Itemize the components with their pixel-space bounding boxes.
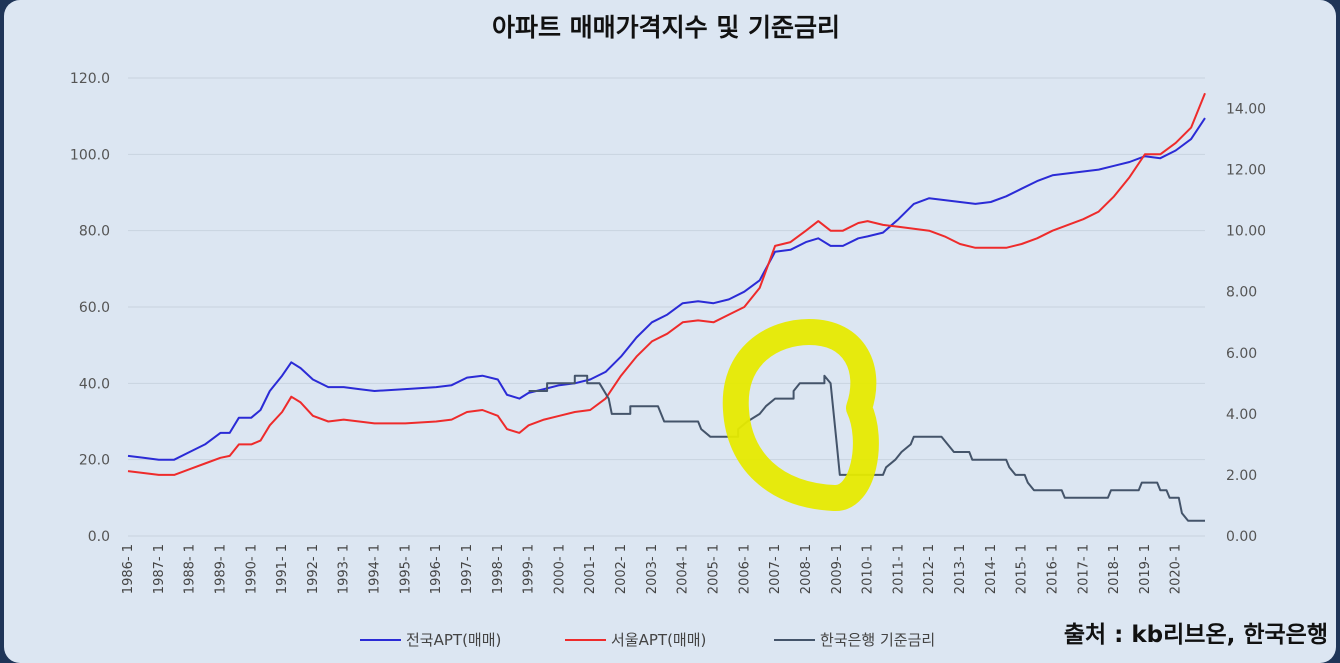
- x-tick-label: 1987- 1: [152, 544, 167, 594]
- x-tick-label: 2015- 1: [1015, 544, 1030, 594]
- gridlines: [128, 77, 1205, 537]
- x-tick-label: 1986- 1: [121, 544, 136, 594]
- highlight-layer: [722, 319, 879, 511]
- series-national: [127, 117, 1206, 461]
- x-tick-label: 1989- 1: [213, 544, 228, 594]
- x-tick-label: 2019- 1: [1138, 544, 1153, 594]
- x-tick-label: 2012- 1: [922, 544, 937, 594]
- series-layer: [127, 92, 1206, 522]
- x-tick-label: 1988- 1: [183, 544, 198, 594]
- x-tick-label: 1990- 1: [244, 544, 259, 594]
- right-tick-label: 14.00: [1226, 102, 1266, 118]
- left-tick-label: 120.0: [70, 71, 110, 87]
- right-axis-ticks: 0.00 2.00 4.00 6.00 8.00 10.00 12.00 14.00: [1226, 102, 1266, 545]
- left-tick-label: 80.0: [79, 224, 110, 240]
- x-tick-label: 2005- 1: [706, 544, 721, 594]
- x-axis-ticks: 1986- 1 1987- 1 1988- 1 1989- 1 1990- 1 1991-…: [121, 544, 1184, 594]
- x-tick-label: 2006- 1: [737, 544, 752, 594]
- x-tick-label: 2008- 1: [799, 544, 814, 594]
- x-tick-label: 1993- 1: [337, 544, 352, 594]
- left-tick-label: 0.0: [88, 529, 110, 545]
- x-tick-label: 2011- 1: [891, 544, 906, 594]
- x-tick-label: 1991- 1: [275, 544, 290, 594]
- x-tick-label: 2009- 1: [830, 544, 845, 594]
- legend: 전국APT(매매) 서울APT(매매) 한국은행 기준금리: [360, 631, 935, 649]
- right-tick-label: 0.00: [1226, 529, 1257, 545]
- left-tick-label: 20.0: [79, 453, 110, 469]
- left-tick-label: 60.0: [79, 300, 110, 316]
- x-tick-label: 2020- 1: [1169, 544, 1184, 594]
- right-tick-label: 8.00: [1226, 285, 1257, 301]
- right-tick-label: 12.00: [1226, 163, 1266, 179]
- x-tick-label: 2004- 1: [676, 544, 691, 594]
- source-note: 출처 : kb리브온, 한국은행: [1064, 622, 1328, 648]
- x-tick-label: 2014- 1: [984, 544, 999, 594]
- chart-card: 아파트 매매가격지수 및 기준금리 0.0 20.0 40.0 60.0 80.0 100…: [4, 0, 1336, 663]
- right-tick-label: 2.00: [1226, 468, 1257, 484]
- x-tick-label: 2018- 1: [1107, 544, 1122, 594]
- line-chart: 아파트 매매가격지수 및 기준금리 0.0 20.0 40.0 60.0 80.0 100…: [70, 13, 1328, 649]
- x-tick-label: 2000- 1: [552, 544, 567, 594]
- series-rate: [528, 374, 1205, 522]
- x-tick-label: 1992- 1: [306, 544, 321, 594]
- right-tick-label: 6.00: [1226, 346, 1257, 362]
- highlight-circle: [722, 319, 879, 511]
- x-tick-label: 1997- 1: [460, 544, 475, 594]
- legend-label-seoul: 서울APT(매매): [611, 631, 706, 649]
- legend-label-national: 전국APT(매매): [406, 631, 501, 649]
- x-tick-label: 2017- 1: [1076, 544, 1091, 594]
- x-tick-label: 2016- 1: [1045, 544, 1060, 594]
- left-tick-label: 40.0: [79, 376, 110, 392]
- x-tick-label: 1999- 1: [522, 544, 537, 594]
- x-tick-label: 2001- 1: [583, 544, 598, 594]
- right-tick-label: 4.00: [1226, 407, 1257, 423]
- x-tick-label: 1996- 1: [429, 544, 444, 594]
- x-tick-label: 1994- 1: [368, 544, 383, 594]
- x-tick-label: 1995- 1: [398, 544, 413, 594]
- chart-title: 아파트 매매가격지수 및 기준금리: [492, 13, 840, 42]
- left-axis-ticks: 0.0 20.0 40.0 60.0 80.0 100.0 120.0: [70, 71, 110, 545]
- series-seoul: [127, 92, 1206, 476]
- legend-label-rate: 한국은행 기준금리: [820, 631, 935, 649]
- x-tick-label: 2010- 1: [861, 544, 876, 594]
- x-tick-label: 2007- 1: [768, 544, 783, 594]
- left-tick-label: 100.0: [70, 147, 110, 163]
- x-tick-label: 2002- 1: [614, 544, 629, 594]
- x-tick-label: 1998- 1: [491, 544, 506, 594]
- right-tick-label: 10.00: [1226, 224, 1266, 240]
- x-tick-label: 2003- 1: [645, 544, 660, 594]
- x-tick-label: 2013- 1: [953, 544, 968, 594]
